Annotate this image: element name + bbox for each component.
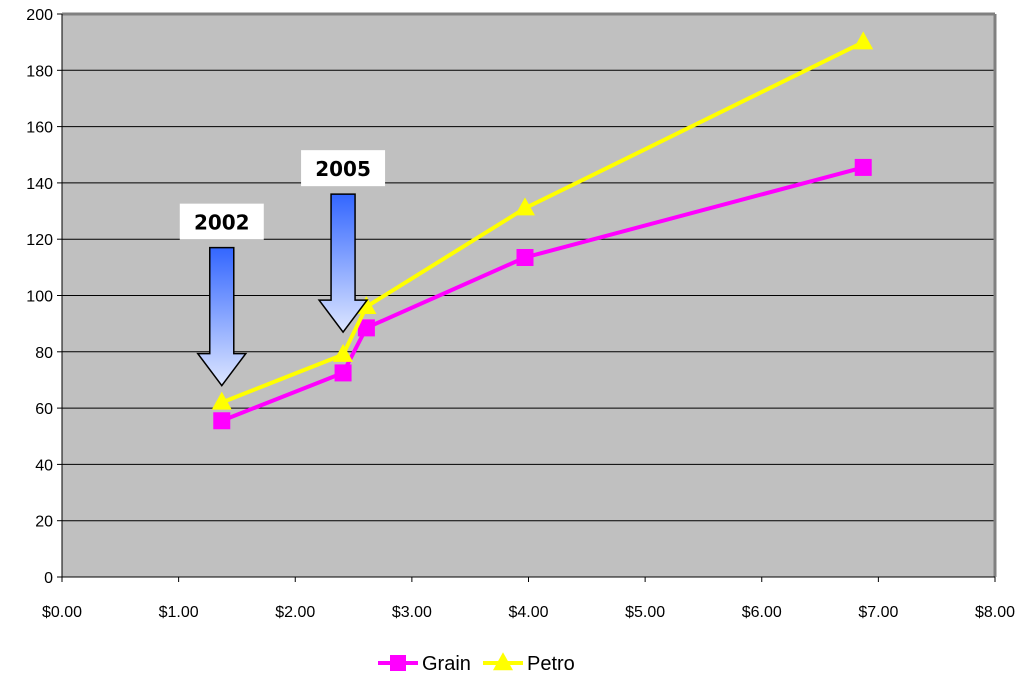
x-tick-label: $6.00 <box>742 604 782 621</box>
data-point-petro <box>211 391 232 410</box>
y-tick-label: 80 <box>35 345 53 362</box>
y-tick-label: 100 <box>26 289 53 306</box>
annotation-label-box-2002 <box>179 203 264 240</box>
y-tick-label: 20 <box>35 514 53 531</box>
y-tick-label: 200 <box>26 7 53 24</box>
data-point-grain <box>213 412 231 430</box>
data-point-petro <box>515 197 536 216</box>
data-point-grain <box>854 158 872 176</box>
y-axis-tick-labels: 0 20 40 60 80 100 120 140 160 180 200 <box>26 7 53 587</box>
legend-label-petro: Petro <box>527 653 575 675</box>
axes <box>57 12 997 582</box>
legend: Grain Petro <box>378 652 575 675</box>
x-tick-label: $8.00 <box>975 604 1015 621</box>
data-point-petro <box>356 295 377 314</box>
x-tick-label: $2.00 <box>275 604 315 621</box>
y-tick-label: 140 <box>26 176 53 193</box>
data-point-grain <box>334 364 352 382</box>
data-point-petro <box>333 343 354 362</box>
legend-marker-petro <box>493 652 513 671</box>
y-tick-label: 0 <box>44 570 53 587</box>
annotation-label-2002: 2002 <box>194 211 250 235</box>
y-tick-label: 160 <box>26 120 53 137</box>
legend-label-grain: Grain <box>422 653 471 675</box>
x-tick-label: $5.00 <box>625 604 665 621</box>
annotation-label-2005: 2005 <box>315 157 371 181</box>
annotation-label-box-2005 <box>301 150 386 187</box>
series-petro <box>211 31 874 410</box>
y-tick-label: 120 <box>26 232 53 249</box>
series-layer <box>211 31 874 430</box>
annotation-arrow-2002 <box>196 246 248 387</box>
annotations: 2002 2005 <box>179 150 386 387</box>
x-tick-label: $0.00 <box>42 604 82 621</box>
y-tick-label: 180 <box>26 63 53 80</box>
y-tick-label: 40 <box>35 457 53 474</box>
series-grain <box>213 158 872 430</box>
x-tick-label: $1.00 <box>159 604 199 621</box>
annotation-arrow-2005 <box>317 193 369 334</box>
legend-marker-grain <box>390 655 406 671</box>
y-tick-label: 60 <box>35 401 53 418</box>
data-point-petro <box>853 31 874 50</box>
x-tick-label: $4.00 <box>508 604 548 621</box>
data-point-grain <box>516 248 534 266</box>
x-axis-tick-labels: $0.00 $1.00 $2.00 $3.00 $4.00 $5.00 $6.00 $7.00… <box>42 604 1015 621</box>
x-tick-label: $7.00 <box>858 604 898 621</box>
data-point-grain <box>357 319 375 337</box>
x-tick-label: $3.00 <box>392 604 432 621</box>
